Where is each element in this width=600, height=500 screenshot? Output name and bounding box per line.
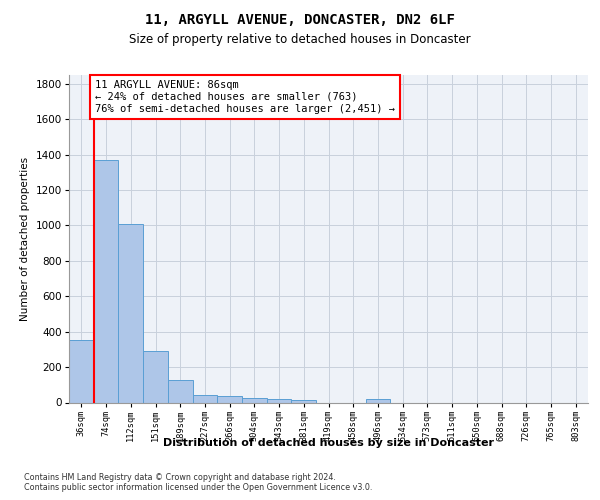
Bar [267,399,292,402]
Bar [242,398,267,402]
Y-axis label: Number of detached properties: Number of detached properties [20,156,30,321]
Bar [217,396,242,402]
Bar [94,160,118,402]
Bar [365,399,390,402]
Text: Size of property relative to detached houses in Doncaster: Size of property relative to detached ho… [129,32,471,46]
Text: Contains HM Land Registry data © Crown copyright and database right 2024.
Contai: Contains HM Land Registry data © Crown c… [24,472,373,492]
Text: 11 ARGYLL AVENUE: 86sqm
← 24% of detached houses are smaller (763)
76% of semi-d: 11 ARGYLL AVENUE: 86sqm ← 24% of detache… [95,80,395,114]
Text: 11, ARGYLL AVENUE, DONCASTER, DN2 6LF: 11, ARGYLL AVENUE, DONCASTER, DN2 6LF [145,12,455,26]
Bar [143,351,168,403]
Bar [193,395,217,402]
Bar [69,340,94,402]
Bar [168,380,193,402]
Bar [292,400,316,402]
Bar [118,224,143,402]
Text: Distribution of detached houses by size in Doncaster: Distribution of detached houses by size … [163,438,494,448]
